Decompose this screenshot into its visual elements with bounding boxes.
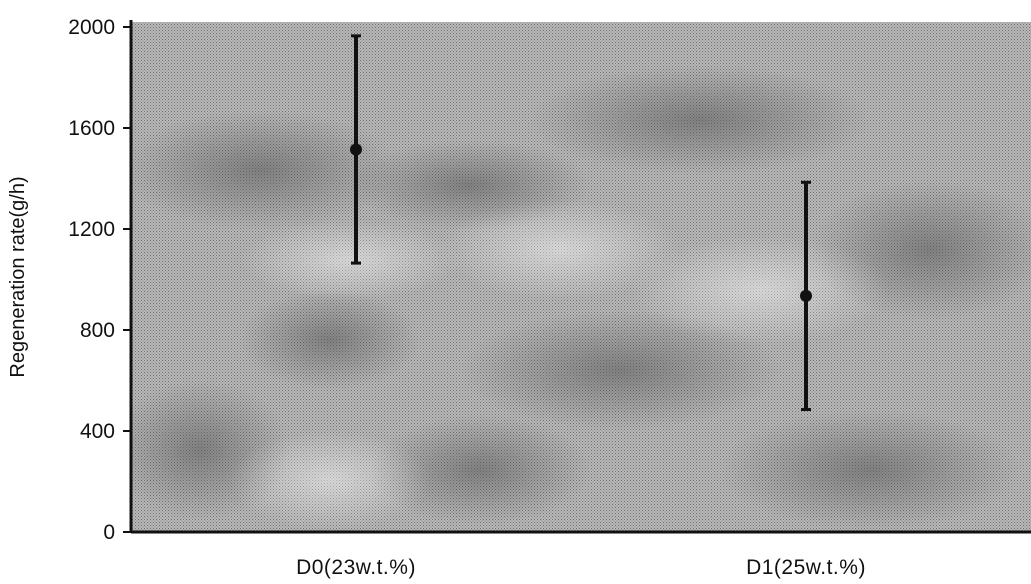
axes (129, 20, 1031, 534)
data-marks (350, 34, 812, 412)
y-tick-label: 800 (80, 319, 115, 342)
x-category-label: D1(25w.t.%) (746, 556, 866, 579)
plot-area (131, 22, 1031, 532)
y-axis-title: Regeneration rate(g/h) (7, 176, 29, 377)
y-tick-label: 1200 (68, 218, 115, 241)
x-category-label: D0(23w.t.%) (296, 556, 416, 579)
data-point (350, 143, 362, 156)
y-tick-label: 400 (80, 420, 115, 443)
x-labels: D0(23w.t.%) D1(25w.t.%) (296, 556, 866, 579)
y-tick-label: 1600 (68, 117, 115, 140)
y-tick-label: 0 (103, 521, 115, 544)
y-tick-label: 2000 (68, 16, 115, 39)
data-point (800, 289, 812, 302)
y-ticks: 0 400 800 1200 1600 2000 (68, 16, 131, 544)
plot-texture (131, 65, 1031, 530)
